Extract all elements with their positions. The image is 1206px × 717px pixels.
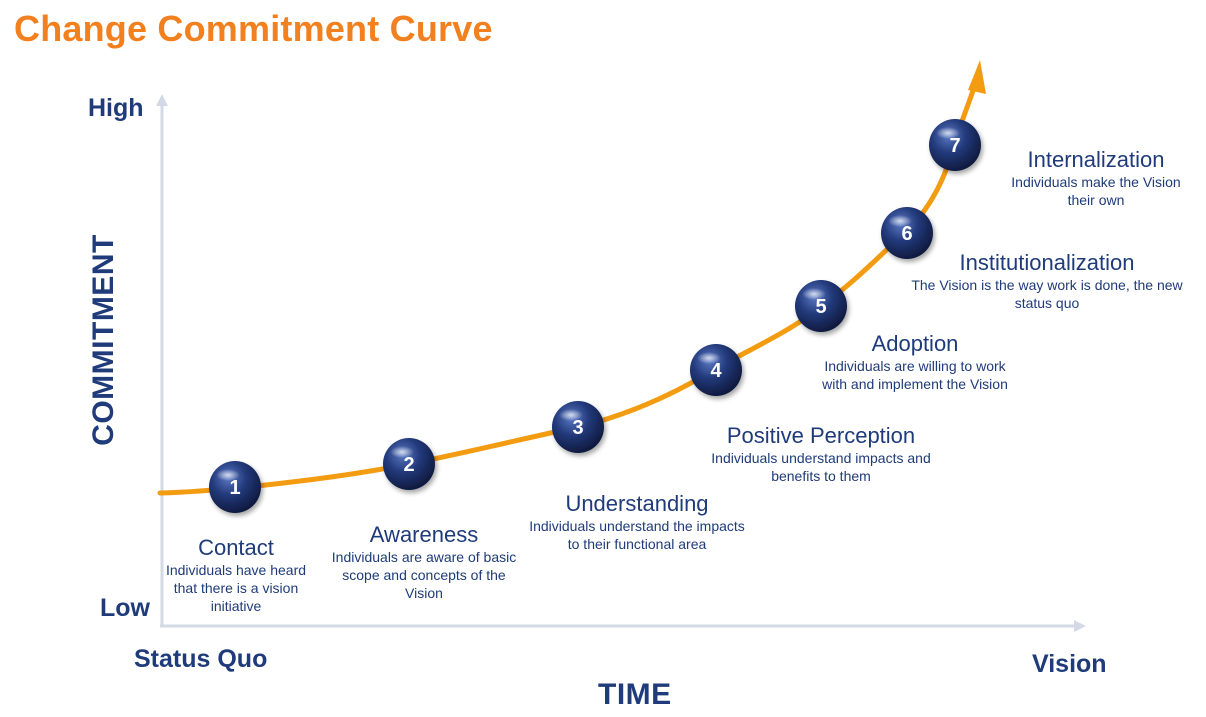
stage-label-positive-perception: Positive Perception Individuals understa… (691, 423, 951, 485)
stage-node-2: 2 (383, 438, 435, 490)
sphere-highlight (888, 215, 912, 227)
y-axis-low-label: Low (100, 594, 150, 622)
stage-title: Understanding (565, 491, 709, 516)
stage-title: Positive Perception (726, 423, 916, 448)
stage-node-7: 7 (929, 119, 981, 171)
stage-label-understanding: Understanding Individuals understand the… (522, 491, 752, 553)
stage-title: Contact (198, 535, 274, 560)
stage-number: 1 (229, 477, 240, 499)
stage-number: 2 (403, 454, 414, 476)
diagram-title: Change Commitment Curve (14, 8, 493, 49)
stage-label-adoption: Adoption Individuals are willing to work… (820, 331, 1010, 393)
stage-number: 6 (901, 223, 912, 245)
stage-title: Internalization (1027, 147, 1165, 172)
stage-node-6: 6 (881, 207, 933, 259)
stage-label-contact: Contact Individuals have heard that ther… (161, 535, 311, 615)
stage-label-awareness: Awareness Individuals are aware of basic… (324, 522, 524, 602)
stage-number: 7 (949, 135, 960, 157)
stage-description: Individuals have heard that there is a v… (165, 562, 307, 614)
stage-description: The Vision is the way work is done, the … (911, 277, 1183, 311)
y-axis-arrowhead (156, 94, 168, 106)
stage-label-internalization: Internalization Individuals make the Vis… (996, 147, 1196, 209)
x-axis-start-label: Status Quo (134, 645, 268, 673)
stage-title: Adoption (871, 331, 959, 356)
stage-node-3: 3 (552, 401, 604, 453)
sphere-highlight (697, 352, 721, 364)
stage-title: Awareness (369, 522, 479, 547)
stage-number: 5 (815, 296, 826, 318)
stage-number: 3 (572, 417, 583, 439)
stage-number: 4 (710, 360, 722, 382)
sphere-highlight (802, 288, 826, 300)
stage-title: Institutionalization (959, 250, 1135, 275)
stage-description: Individuals understand the impacts to th… (529, 518, 745, 552)
sphere-highlight (559, 409, 583, 421)
stage-description: Individuals understand impacts and benef… (711, 450, 931, 484)
y-axis-high-label: High (88, 94, 144, 122)
stage-node-5: 5 (795, 280, 847, 332)
sphere-highlight (936, 127, 960, 139)
stage-description: Individuals are aware of basic scope and… (331, 549, 517, 601)
x-axis-arrowhead (1074, 620, 1086, 632)
stage-node-4: 4 (690, 344, 742, 396)
stage-description: Individuals are willing to work with and… (822, 358, 1008, 392)
sphere-highlight (216, 469, 240, 481)
x-axis-title: TIME (598, 678, 672, 711)
stage-description: Individuals make the Vision their own (1011, 174, 1181, 208)
sphere-highlight (390, 446, 414, 458)
x-axis-end-label: Vision (1032, 650, 1107, 678)
stage-label-institutionalization: Institutionalization The Vision is the w… (907, 250, 1187, 312)
curve-arrowhead (968, 60, 986, 94)
y-axis-title: COMMITMENT (87, 234, 120, 446)
stage-node-1: 1 (209, 461, 261, 513)
